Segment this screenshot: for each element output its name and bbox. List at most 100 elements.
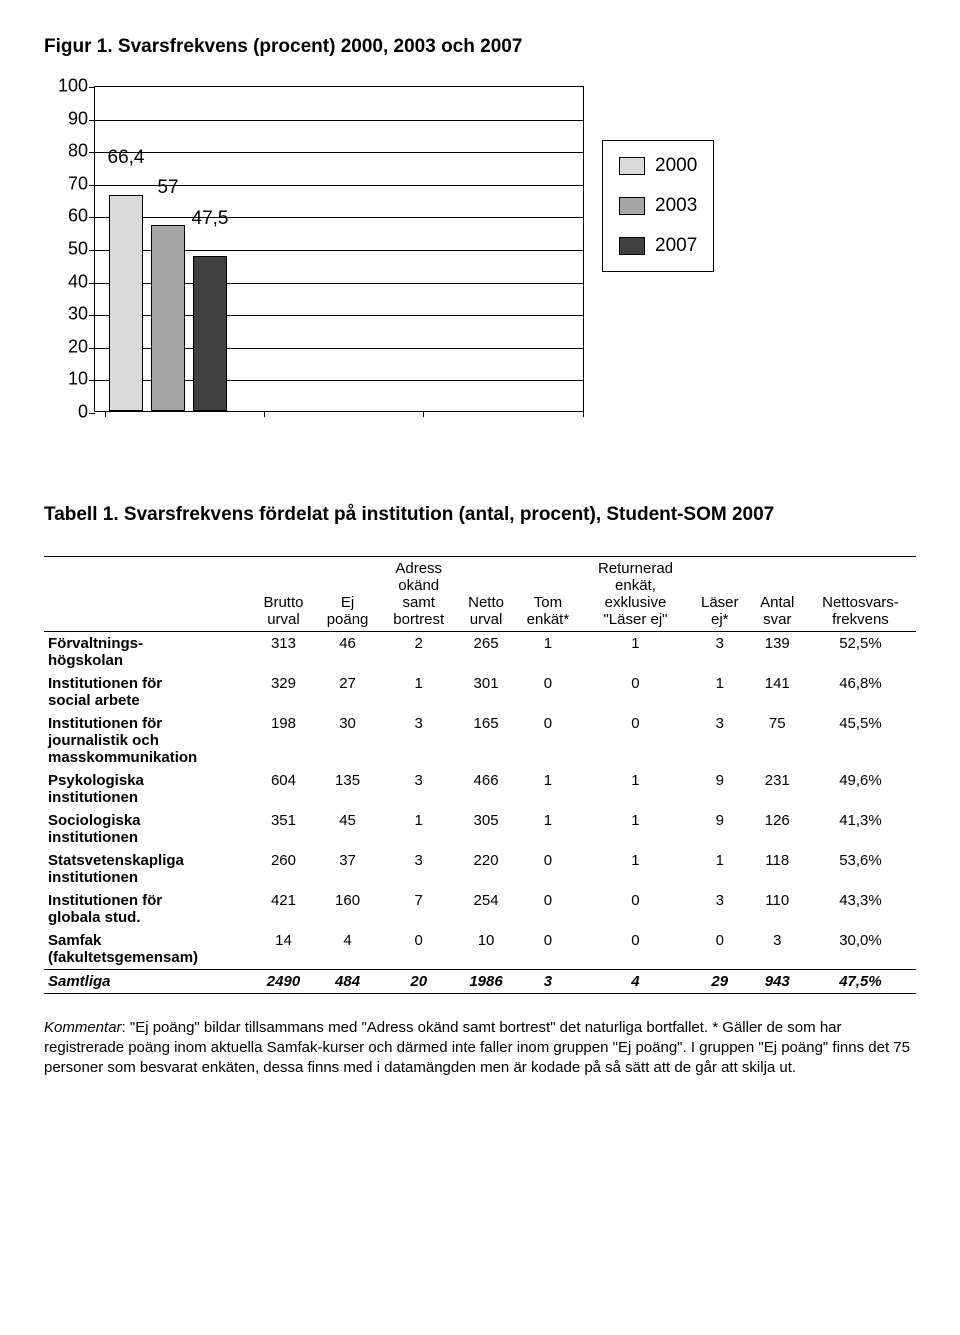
table-cell: 141: [750, 672, 805, 712]
table-cell: 126: [750, 809, 805, 849]
legend-swatch: [619, 197, 645, 215]
table-row: Institutionen förglobala stud.4211607254…: [44, 889, 916, 929]
table-cell: 46,8%: [805, 672, 916, 712]
legend-item: 2007: [619, 235, 697, 257]
totals-cell: 484: [315, 969, 380, 993]
chart-bar-label: 57: [157, 177, 178, 199]
table-cell: 165: [457, 712, 514, 769]
chart-y-tick: [89, 283, 95, 284]
chart-bar: [193, 256, 227, 411]
table-row: Psykologiskainstitutionen604135346611923…: [44, 769, 916, 809]
chart-y-tick: [89, 348, 95, 349]
table-cell: 0: [380, 929, 457, 970]
chart-y-tick: [89, 315, 95, 316]
table-cell: 30: [315, 712, 380, 769]
row-label: Institutionen förjournalistik ochmasskom…: [44, 712, 252, 769]
table-row: Institutionen försocial arbete3292713010…: [44, 672, 916, 712]
totals-cell: 20: [380, 969, 457, 993]
totals-cell: 943: [750, 969, 805, 993]
col-frekv: Nettosvars-frekvens: [805, 556, 916, 631]
table-cell: 27: [315, 672, 380, 712]
table-cell: 14: [252, 929, 315, 970]
col-retur: Returneradenkät,exklusive"Läser ej": [581, 556, 690, 631]
chart-x-tick: [423, 411, 424, 417]
chart-y-label: 30: [44, 304, 88, 325]
table-row: Samfak(fakultetsgemensam)144010000330,0%: [44, 929, 916, 970]
table-row: Sociologiskainstitutionen351451305119126…: [44, 809, 916, 849]
totals-cell: 3: [515, 969, 581, 993]
table-cell: 301: [457, 672, 514, 712]
table-cell: 305: [457, 809, 514, 849]
chart-gridline: [95, 152, 583, 153]
chart-y-label: 0: [44, 402, 88, 423]
table-cell: 1: [581, 849, 690, 889]
chart-legend: 200020032007: [602, 140, 714, 272]
table-row: Förvaltnings-högskolan31346226511313952,…: [44, 631, 916, 672]
totals-cell: 47,5%: [805, 969, 916, 993]
chart-y-tick: [89, 380, 95, 381]
table-cell: 160: [315, 889, 380, 929]
row-label: Psykologiskainstitutionen: [44, 769, 252, 809]
chart-container: 66,45747,5 0102030405060708090100 200020…: [44, 86, 916, 446]
table-cell: 41,3%: [805, 809, 916, 849]
chart-bar-label: 66,4: [108, 147, 145, 169]
table-cell: 466: [457, 769, 514, 809]
table-cell: 198: [252, 712, 315, 769]
table-cell: 37: [315, 849, 380, 889]
chart-y-label: 20: [44, 336, 88, 357]
chart-y-tick: [89, 87, 95, 88]
chart-y-tick: [89, 152, 95, 153]
row-label: Statsvetenskapligainstitutionen: [44, 849, 252, 889]
table-cell: 10: [457, 929, 514, 970]
table-cell: 9: [690, 769, 750, 809]
legend-swatch: [619, 237, 645, 255]
table-cell: 4: [315, 929, 380, 970]
table-cell: 1: [515, 809, 581, 849]
legend-swatch: [619, 157, 645, 175]
chart-y-label: 40: [44, 271, 88, 292]
data-table: Bruttourval Ejpoäng Adressokändsamtbortr…: [44, 556, 916, 994]
comment-body: : "Ej poäng" bildar tillsammans med "Adr…: [44, 1019, 910, 1077]
table-cell: 45: [315, 809, 380, 849]
table-cell: 1: [690, 672, 750, 712]
col-ejpoang: Ejpoäng: [315, 556, 380, 631]
table-cell: 220: [457, 849, 514, 889]
table-cell: 1: [515, 769, 581, 809]
row-label: Samfak(fakultetsgemensam): [44, 929, 252, 970]
comment-paragraph: Kommentar: "Ej poäng" bildar tillsammans…: [44, 1018, 916, 1079]
chart-y-label: 80: [44, 141, 88, 162]
table-header-row: Bruttourval Ejpoäng Adressokändsamtbortr…: [44, 556, 916, 631]
comment-lead: Kommentar: [44, 1019, 122, 1036]
table-cell: 135: [315, 769, 380, 809]
table-cell: 254: [457, 889, 514, 929]
table-cell: 329: [252, 672, 315, 712]
chart-y-label: 100: [44, 76, 88, 97]
chart-x-tick: [583, 411, 584, 417]
table-cell: 75: [750, 712, 805, 769]
table-cell: 1: [380, 809, 457, 849]
chart-y-label: 10: [44, 369, 88, 390]
chart-gridline: [95, 217, 583, 218]
table-cell: 421: [252, 889, 315, 929]
table-cell: 604: [252, 769, 315, 809]
table-cell: 0: [581, 929, 690, 970]
totals-cell: 1986: [457, 969, 514, 993]
table-cell: 231: [750, 769, 805, 809]
col-tom: Tomenkät*: [515, 556, 581, 631]
chart-y-tick: [89, 250, 95, 251]
table-cell: 3: [690, 889, 750, 929]
col-adress: Adressokändsamtbortrest: [380, 556, 457, 631]
chart-y-tick: [89, 185, 95, 186]
table-cell: 0: [515, 672, 581, 712]
table-cell: 53,6%: [805, 849, 916, 889]
table-cell: 0: [581, 672, 690, 712]
table-cell: 43,3%: [805, 889, 916, 929]
table-cell: 351: [252, 809, 315, 849]
table-cell: 139: [750, 631, 805, 672]
legend-item: 2000: [619, 155, 697, 177]
row-label: Förvaltnings-högskolan: [44, 631, 252, 672]
totals-cell: 4: [581, 969, 690, 993]
table-cell: 1: [515, 631, 581, 672]
chart-y-tick: [89, 120, 95, 121]
row-label: Sociologiskainstitutionen: [44, 809, 252, 849]
